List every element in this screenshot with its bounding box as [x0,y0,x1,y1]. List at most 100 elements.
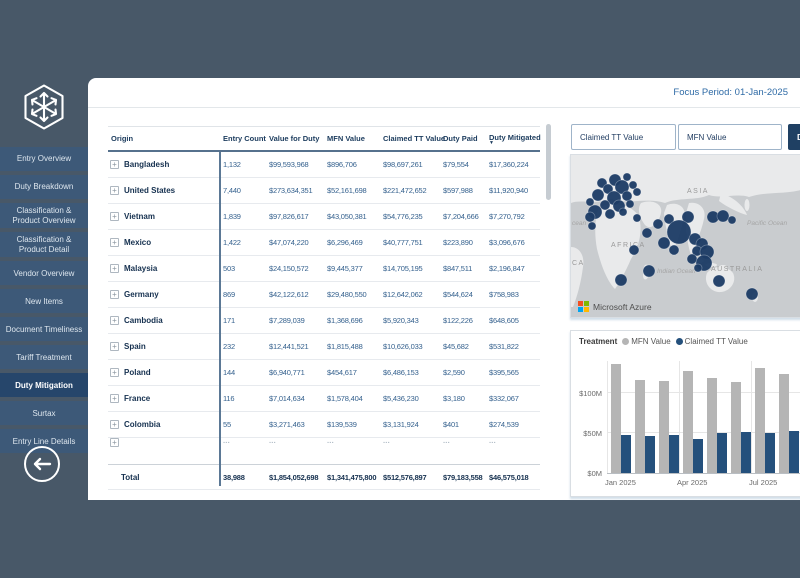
map-bubble-26[interactable] [681,210,695,224]
sidebar-item-vendor-overview[interactable]: Vendor Overview [0,261,88,286]
bar-claimed-tt-jan-2025[interactable] [621,434,631,473]
table-row-bangladesh[interactable]: + Bangladesh 1,132 $99,593,968 $896,706 $98,6… [108,152,540,178]
table-header-row: Origin Entry Count Value for Duty MFN Value… [108,126,541,152]
expand-row-icon[interactable]: + [110,264,119,273]
map-bubble-27[interactable] [657,236,671,250]
expand-row-icon[interactable]: + [110,160,119,169]
bar-claimed-tt-jun-2025[interactable] [741,432,751,473]
table-row-spain[interactable]: + Spain 232 $12,441,521 $1,815,488 $10,626,03… [108,334,540,360]
sidebar-item-entry-line-details[interactable]: Entry Line Details [0,429,88,454]
map-bubble-40[interactable] [712,274,726,288]
cell-claimed-tt-value: $12,642,062 [383,290,423,299]
map-bubble-23[interactable] [614,273,628,287]
table-row-germany[interactable]: + Germany 869 $42,122,612 $29,480,550 $12,642… [108,282,540,308]
sidebar-item-tariff-treatment[interactable]: Tariff Treatment [0,345,88,370]
map-bubble-39[interactable] [727,215,737,225]
expand-row-icon[interactable]: + [110,290,119,299]
table-row-united-states[interactable]: + United States 7,440 $273,634,351 $52,161,6… [108,178,540,204]
sidebar-item-classification-product-overview[interactable]: Classification & Product Overview [0,203,88,229]
map-bubble-15[interactable] [585,197,595,207]
map-bubble-20[interactable] [641,227,653,239]
bar-claimed-tt-may-2025[interactable] [717,433,727,473]
map-bubble-19[interactable] [632,213,642,223]
bar-mfn-jan-2025[interactable] [611,364,621,473]
expand-row-icon[interactable]: + [110,316,119,325]
column-header-entry-count[interactable]: Entry Count [220,134,266,143]
map-bubble-25[interactable] [663,213,675,225]
map-bubble-4[interactable] [614,179,630,195]
bar-mfn-jul-2025[interactable] [755,368,765,473]
expand-row-icon[interactable]: + [110,212,119,221]
back-button[interactable] [24,446,60,482]
bar-mfn-may-2025[interactable] [707,377,717,473]
bar-claimed-tt-apr-2025[interactable] [693,438,703,473]
bar-claimed-tt-feb-2025[interactable] [645,436,655,473]
sidebar-item-duty-mitigation[interactable]: Duty Mitigation [0,373,88,398]
map-bubble-16[interactable] [632,187,642,197]
sidebar-item-entry-overview[interactable]: Entry Overview [0,147,88,171]
map-bubble-34[interactable] [686,253,698,265]
expand-row-icon[interactable]: + [110,238,119,247]
expand-row-icon[interactable]: + [110,420,119,429]
map-bubble-17[interactable] [584,211,596,223]
sidebar-item-duty-breakdown[interactable]: Duty Breakdown [0,175,88,199]
map-bubble-6[interactable] [591,188,605,202]
table-scrollbar[interactable] [546,124,551,200]
table-row-malaysia[interactable]: + Malaysia 503 $24,150,572 $9,445,377 $14,705… [108,256,540,282]
column-header-mfn-value[interactable]: MFN Value [324,134,380,143]
bar-claimed-tt-mar-2025[interactable] [669,435,679,473]
map-bubble-8[interactable] [621,190,633,202]
map-bubble-5[interactable] [628,180,638,190]
sidebar-item-classification-product-detail[interactable]: Classification & Product Detail [0,232,88,258]
map-bubble-14[interactable] [618,207,628,217]
map-bubble-28[interactable] [668,244,680,256]
map-bubble-41[interactable] [745,287,759,301]
column-header-claimed-tt-value[interactable]: Claimed TT Value [380,134,445,143]
expand-row-icon[interactable]: + [110,394,119,403]
cell-duty-paid: $847,511 [443,264,473,273]
map-bubble-38[interactable] [716,209,730,223]
table-row-mexico[interactable]: + Mexico 1,422 $47,074,220 $6,296,469 $40,777… [108,230,540,256]
expand-row-icon[interactable]: + [110,342,119,351]
map-bubble-29[interactable] [666,219,692,245]
expand-row-icon[interactable]: + [110,368,119,377]
bar-mfn-mar-2025[interactable] [659,381,669,473]
map-bubble-9[interactable] [599,199,611,211]
table-row-vietnam[interactable]: + Vietnam 1,839 $97,826,617 $43,050,381 $54,7… [108,204,540,230]
column-header-origin[interactable]: Origin [108,134,220,143]
table-row-poland[interactable]: + Poland 144 $6,940,771 $454,617 $6,486,153 $2… [108,360,540,386]
sidebar-item-document-timeliness[interactable]: Document Timeliness [0,317,88,342]
bar-mfn-apr-2025[interactable] [683,370,693,473]
table-row-partial[interactable]: + ··· ··· ··· ··· ··· ··· [108,438,540,464]
table-row-france[interactable]: + France 116 $7,014,634 $1,578,404 $5,436,230… [108,386,540,412]
expand-row-icon[interactable]: + [110,438,119,447]
map-bubble-13[interactable] [604,208,616,220]
table-row-colombia[interactable]: + Colombia 55 $3,271,463 $139,539 $3,131,924 $… [108,412,540,438]
column-header-value-for-duty[interactable]: Value for Duty [266,134,324,143]
expand-row-icon[interactable]: + [110,186,119,195]
bar-claimed-tt-aug-2025[interactable] [789,431,799,473]
bar-mfn-aug-2025[interactable] [779,373,789,473]
map-bubble-21[interactable] [652,218,664,230]
bar-claimed-tt-jul-2025[interactable] [765,433,775,473]
sidebar-item-new-items[interactable]: New Items [0,289,88,314]
bar-mfn-jun-2025[interactable] [731,381,741,473]
slicer-mfn-value[interactable]: MFN Value [678,124,782,150]
map-bubble-18[interactable] [587,221,597,231]
legend-item-claimed-tt[interactable]: Claimed TT Value [675,337,748,346]
map-bubble-2[interactable] [622,172,632,182]
bar-mfn-feb-2025[interactable] [635,380,645,473]
legend-item-mfn[interactable]: MFN Value [622,337,671,346]
map-bubble-3[interactable] [602,183,614,195]
sidebar-item-surtax[interactable]: Surtax [0,401,88,426]
dark-action-button[interactable]: D [788,124,800,150]
column-header-duty-paid[interactable]: Duty Paid [440,134,486,143]
column-header-duty-mitigated[interactable]: Duty Mitigated ▼ [486,133,541,146]
map-bubble-11[interactable] [625,199,635,209]
map-bubble-22[interactable] [628,244,640,256]
map-bubble-36[interactable] [693,263,703,273]
table-total-row[interactable]: Total 38,988 $1,854,052,698 $1,341,475,800 $… [108,464,540,490]
table-row-cambodia[interactable]: + Cambodia 171 $7,289,039 $1,368,696 $5,920,3… [108,308,540,334]
map-bubble-24[interactable] [642,264,656,278]
slicer-claimed-tt-value[interactable]: Claimed TT Value [571,124,676,150]
